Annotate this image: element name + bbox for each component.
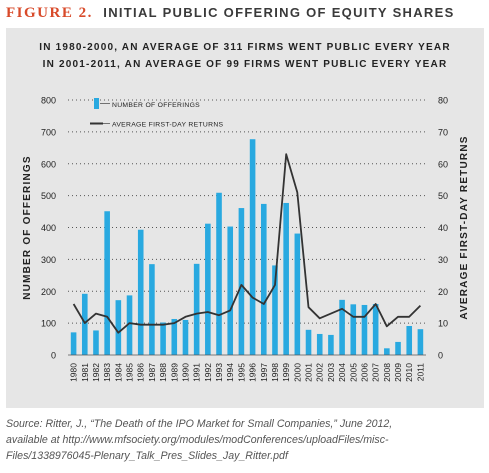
bar <box>104 211 110 355</box>
bar <box>137 229 144 355</box>
y-left-tick-label: 500 <box>41 191 56 201</box>
bar <box>350 304 357 355</box>
bar <box>328 334 334 355</box>
legend-bar-swatch <box>94 98 99 109</box>
x-tick-label: 1981 <box>80 363 90 382</box>
chart-panel: IN 1980-2000, AN AVERAGE OF 311 FIRMS WE… <box>6 28 484 408</box>
bar <box>372 304 379 355</box>
y-right-tick-label: 80 <box>438 96 448 106</box>
x-tick-label: 2011 <box>415 363 425 382</box>
bar <box>70 332 77 355</box>
bar <box>283 202 289 355</box>
source-line-2: available at http://www.mfsociety.org/mo… <box>6 434 389 446</box>
y-right-axis-title: AVERAGE FIRST-DAY RETURNS <box>459 135 470 319</box>
source-line-1: Source: Ritter, J., “The Death of the IP… <box>6 418 393 430</box>
bar <box>316 333 323 355</box>
x-tick-label: 1991 <box>192 363 202 382</box>
x-tick-label: 1995 <box>236 363 246 382</box>
y-right-tick-label: 10 <box>438 319 448 329</box>
bar <box>193 263 200 355</box>
bar <box>395 341 401 355</box>
y-right-tick-label: 70 <box>438 127 448 137</box>
bar <box>126 295 133 355</box>
bar <box>249 139 256 355</box>
x-tick-label: 2010 <box>404 363 414 382</box>
legend-bar-label: NUMBER OF OFFERINGS <box>112 102 200 109</box>
y-left-tick-label: 600 <box>41 159 56 169</box>
y-right-tick-label: 50 <box>438 191 448 201</box>
x-tick-label: 1985 <box>125 363 135 382</box>
subtitle-line-1: IN 1980-2000, AN AVERAGE OF 311 FIRMS WE… <box>39 42 451 53</box>
y-left-tick-label: 700 <box>41 127 56 137</box>
bar <box>272 265 278 355</box>
bar <box>171 318 178 355</box>
y-left-tick-label: 0 <box>51 351 56 361</box>
x-tick-label: 1983 <box>102 363 112 382</box>
x-tick-label: 1989 <box>169 363 179 382</box>
y-left-axis-title: NUMBER OF OFFERINGS <box>22 155 33 299</box>
y-right-tick-label: 30 <box>438 255 448 265</box>
bar <box>227 226 234 355</box>
x-tick-label: 1982 <box>91 363 101 382</box>
bar <box>305 329 312 355</box>
source-citation: Source: Ritter, J., “The Death of the IP… <box>6 416 486 464</box>
x-tick-label: 1986 <box>136 363 146 382</box>
figure-header: FIGURE 2. INITIAL PUBLIC OFFERING OF EQU… <box>6 4 455 22</box>
x-tick-label: 1997 <box>259 363 269 382</box>
bar <box>93 330 99 355</box>
bar <box>216 192 222 355</box>
bar <box>406 325 413 355</box>
x-tick-label: 1987 <box>147 363 157 382</box>
bar <box>260 203 267 355</box>
bar <box>384 348 390 355</box>
bar <box>160 322 166 355</box>
x-tick-label: 2007 <box>371 363 381 382</box>
bar <box>339 299 345 355</box>
ipo-chart: 0 100 200 300 400 500 600 700 800 0 10 20 30 40 50 60 70… <box>22 96 470 382</box>
bar <box>182 319 189 355</box>
bar <box>294 233 301 355</box>
bar <box>81 293 88 355</box>
x-tick-label: 1980 <box>69 363 79 382</box>
y-left-tick-label: 400 <box>41 223 56 233</box>
bar <box>361 304 368 355</box>
legend-line-label: AVERAGE FIRST-DAY RETURNS <box>112 122 224 129</box>
bar <box>115 300 122 355</box>
subtitle-line-2: IN 2001-2011, AN AVERAGE OF 99 FIRMS WEN… <box>42 59 448 70</box>
y-right-tick-label: 20 <box>438 287 448 297</box>
x-tick-label: 1998 <box>270 363 280 382</box>
y-left-tick-label: 100 <box>41 319 56 329</box>
bar <box>205 223 211 355</box>
y-left-tick-label: 800 <box>41 96 56 106</box>
x-tick-label: 1984 <box>113 363 123 382</box>
returns-line <box>72 153 422 334</box>
x-tick-label: 1988 <box>158 363 168 382</box>
figure-title: INITIAL PUBLIC OFFERING OF EQUITY SHARES <box>103 5 455 20</box>
y-left-tick-label: 200 <box>41 287 56 297</box>
x-tick-label: 1993 <box>214 363 224 382</box>
x-tick-label: 2006 <box>359 363 369 382</box>
x-tick-label: 2000 <box>292 363 302 382</box>
x-tick-label: 1994 <box>225 363 235 382</box>
y-right-tick-label: 60 <box>438 159 448 169</box>
x-tick-label: 1999 <box>281 363 291 382</box>
bar <box>238 208 245 355</box>
x-tick-label: 2001 <box>304 363 314 382</box>
y-right-tick-label: 40 <box>438 223 448 233</box>
x-tick-label: 2002 <box>315 363 325 382</box>
y-right-tick-label: 0 <box>438 351 443 361</box>
bar <box>417 329 424 355</box>
x-tick-label: 1992 <box>203 363 213 382</box>
x-tick-label: 2009 <box>393 363 403 382</box>
x-tick-label: 2008 <box>382 363 392 382</box>
source-line-3: Files/1338976045-Plenary_Talk_Pres_Slide… <box>6 450 288 462</box>
x-tick-label: 1990 <box>180 363 190 382</box>
x-tick-label: 2004 <box>337 363 347 382</box>
x-tick-label: 2003 <box>326 363 336 382</box>
y-left-tick-label: 300 <box>41 255 56 265</box>
figure-label: FIGURE 2. <box>6 5 93 21</box>
x-tick-label: 2005 <box>348 363 358 382</box>
x-tick-label: 1996 <box>248 363 258 382</box>
bar <box>149 264 155 355</box>
